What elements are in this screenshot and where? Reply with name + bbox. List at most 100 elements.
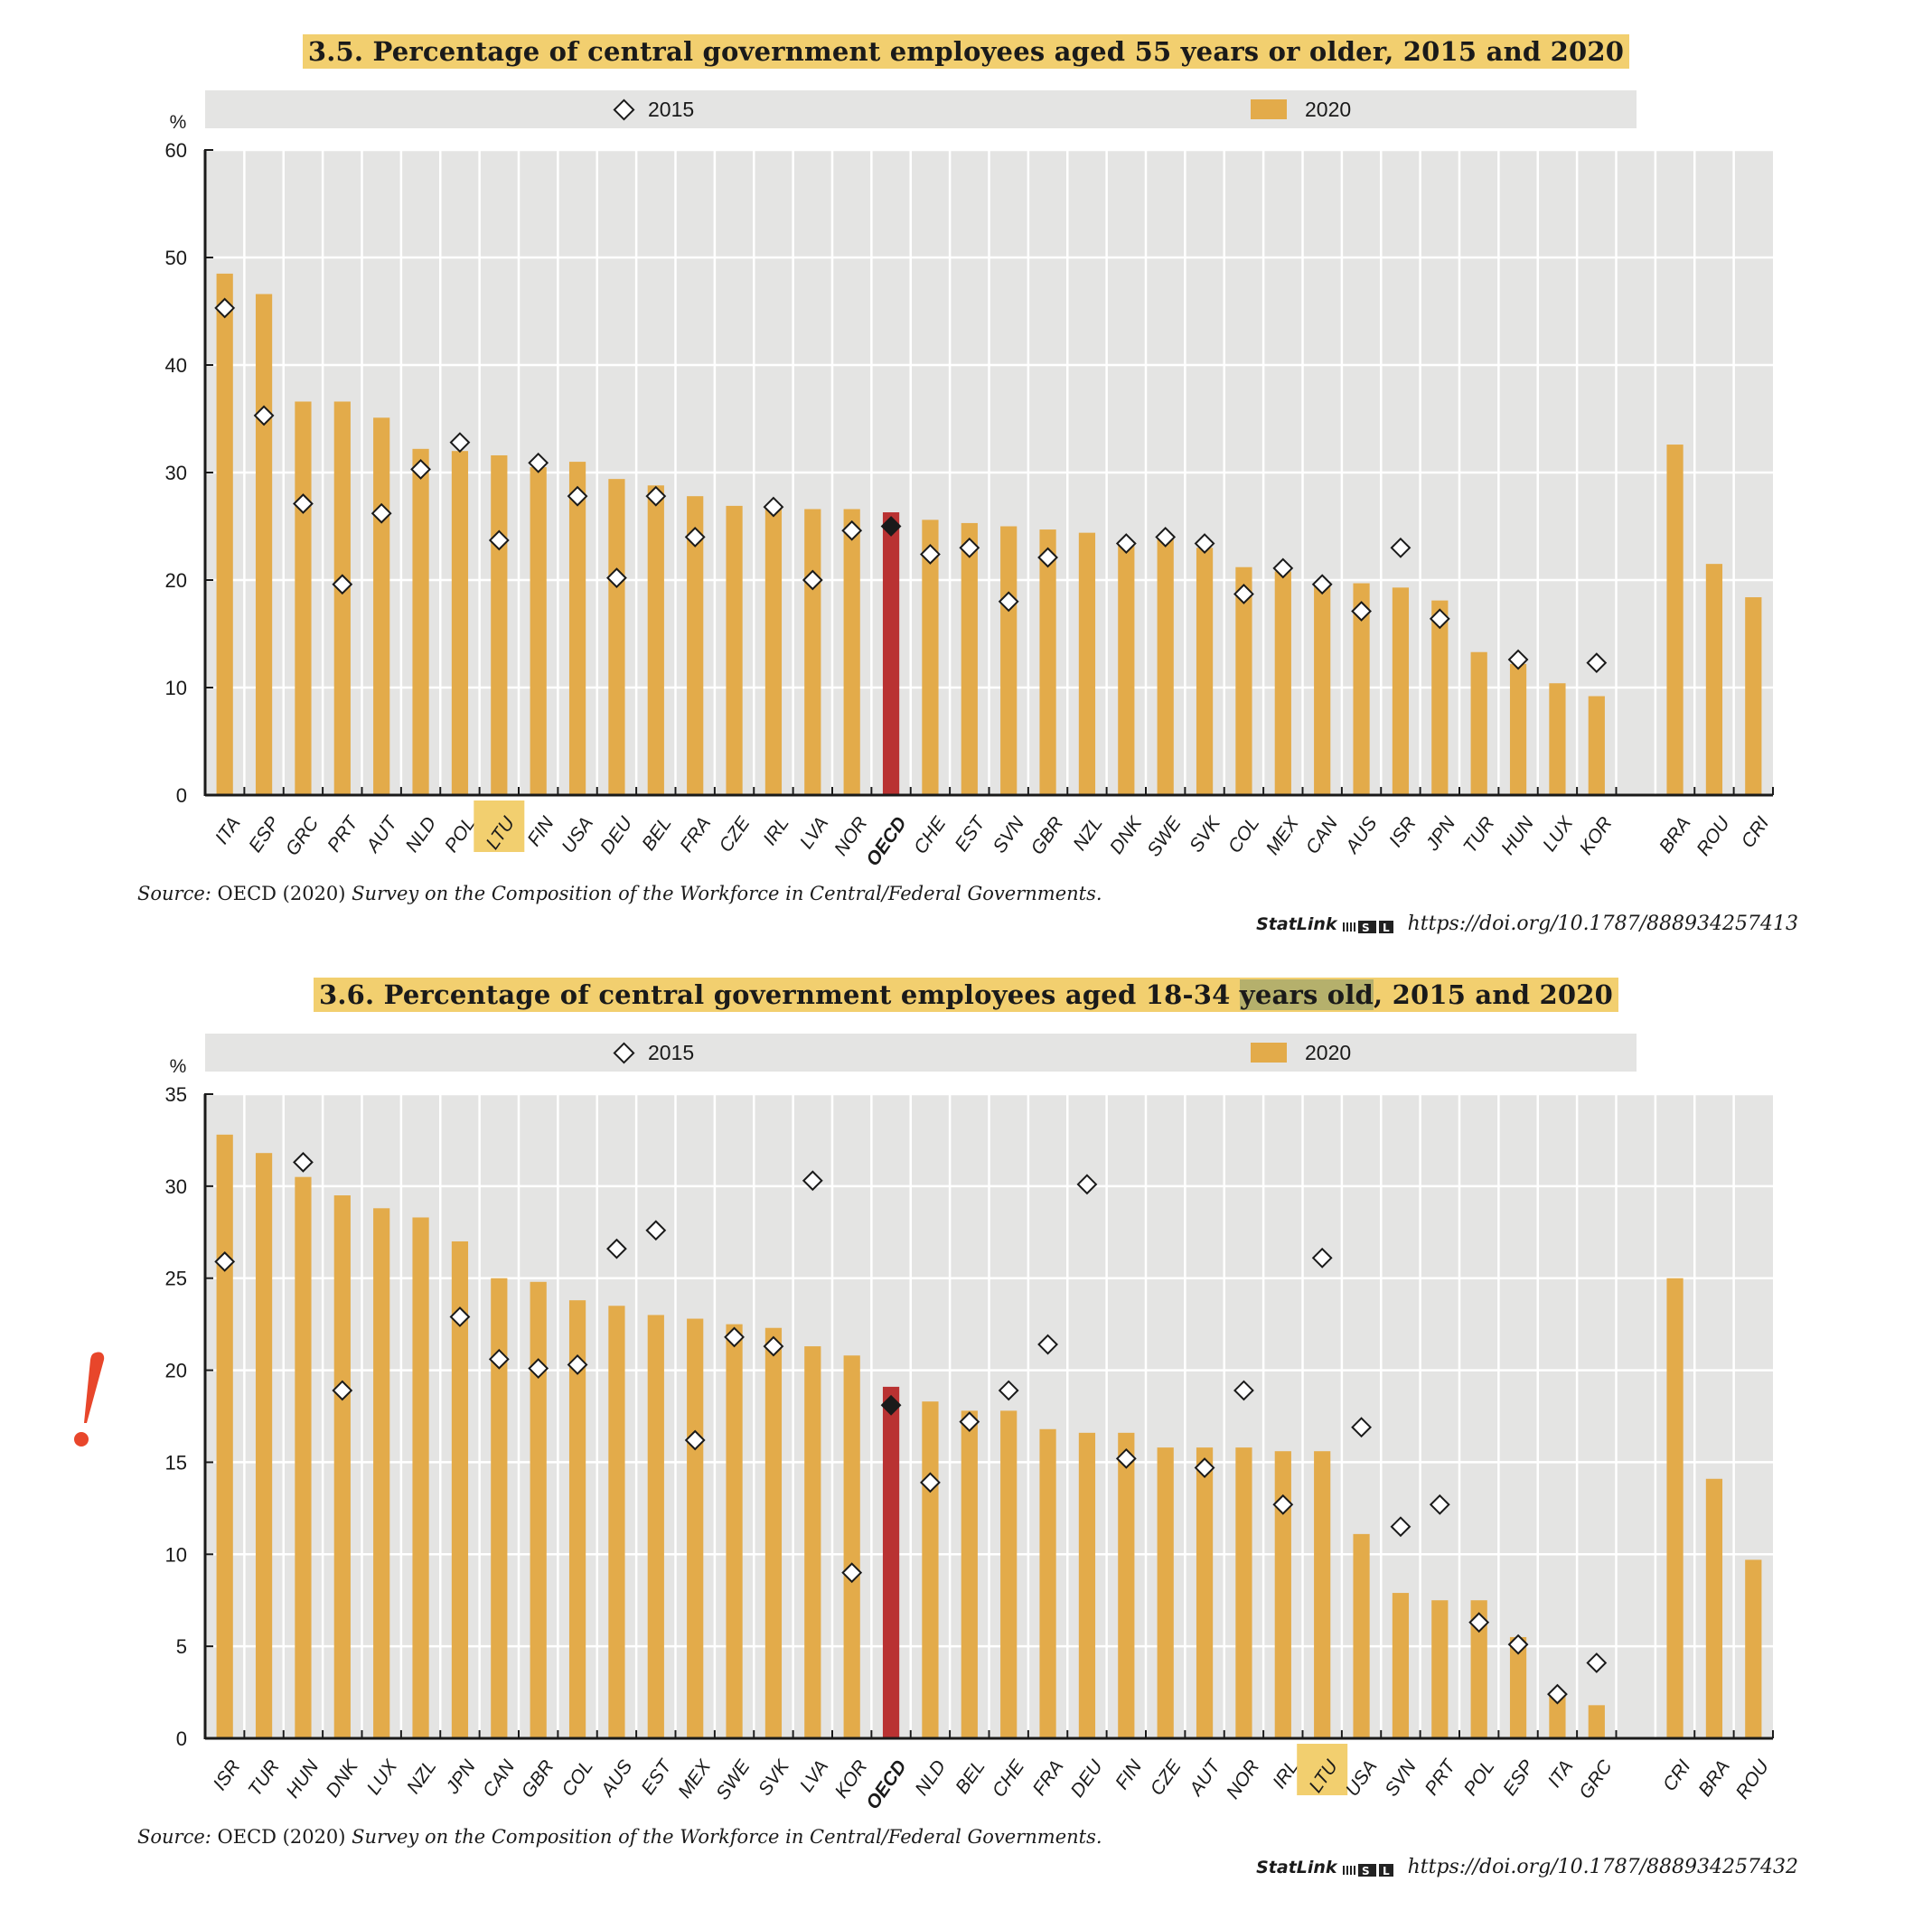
x-tick-label: CAN [1302,812,1343,857]
bar-2020 [530,467,547,795]
marker-2015 [488,529,510,551]
statlink-url[interactable]: https://doi.org/10.1787/888934257432 [1407,1856,1798,1878]
y-tick-label: 15 [165,1451,187,1474]
marker-2015 [1076,1174,1098,1195]
bar-2020 [1314,1451,1331,1738]
legend-item-2015: 2015 [613,1034,694,1072]
marker-2015 [253,405,275,426]
marker-2015 [1272,1493,1294,1515]
x-tick-label: USA [1342,1756,1382,1801]
chart2-legend: 2015 2020 [205,1034,1637,1072]
bar-2020 [451,1241,469,1738]
x-tick-label: FIN [523,812,558,850]
x-tick-label: CZE [716,812,755,856]
bar-2020 [1431,600,1449,795]
marker-2015 [920,544,941,565]
bar-2020 [764,505,783,795]
y-tick-label: 30 [165,462,187,484]
x-tick-label: TUR [244,1756,284,1801]
x-tick-label: ITA [1544,1756,1578,1792]
x-tick-label: CHE [989,1756,1029,1801]
marker-2015 [449,1306,471,1327]
x-tick-label: CAN [479,1756,520,1801]
bar-2020 [295,1176,312,1738]
y-tick-label: 0 [176,1727,187,1750]
marker-oecd-2015 [880,1394,902,1416]
bar-2020 [491,1278,508,1738]
marker-2015 [332,574,353,595]
bar-2020 [1196,1447,1214,1738]
x-tick-label: USA [558,813,597,857]
bar-2020 [1392,587,1410,795]
marker-2015 [920,1472,941,1493]
marker-2015 [1311,574,1333,595]
x-tick-label: FIN [1111,1756,1147,1793]
marker-2015 [684,1429,706,1451]
bar-2020 [843,1355,860,1738]
legend-item-2020: 2020 [1251,90,1351,128]
bar-2020 [804,1346,821,1738]
x-tick-label: HUN [282,1756,323,1802]
bar-2020 [491,454,508,795]
bar-2020 [1509,663,1527,795]
bar-2020 [1000,1410,1018,1738]
svg-text:S: S [1362,1865,1370,1877]
bar-2020 [373,417,390,795]
x-tick-label: OECD [862,813,911,867]
bar-2020 [333,401,351,795]
x-tick-label: GRC [282,812,324,859]
marker-2015 [1037,547,1058,568]
bar-2020 [412,448,429,795]
bar-2020 [1353,1533,1370,1738]
marker-2015 [684,526,706,548]
x-tick-label: MEX [674,1756,716,1802]
marker-2015 [645,1220,667,1241]
bar-2020 [1549,683,1566,795]
marker-2015 [214,297,236,319]
marker-2015 [214,1250,236,1272]
marker-2015 [332,1380,353,1401]
bar-swatch-icon [1251,99,1287,119]
statlink-url[interactable]: https://doi.org/10.1787/888934257413 [1407,913,1798,935]
x-tick-label: ITA [211,813,245,848]
x-tick-label: NZL [403,1756,441,1798]
marker-2015 [528,1358,549,1379]
chart1-title-wrap: 3.5. Percentage of central government em… [0,34,1932,69]
marker-2015 [998,1380,1019,1401]
x-tick-label: DNK [322,1756,362,1801]
marker-2015 [370,502,392,524]
x-tick-label: SVN [1381,1756,1421,1800]
x-tick-label: DNK [1106,812,1147,857]
marker-2015 [645,485,667,507]
bar-2020 [1745,1559,1762,1738]
bar-swatch-icon [1251,1043,1287,1063]
x-tick-label: GBR [1027,813,1068,858]
marker-2015 [1507,1634,1529,1655]
svg-text:L: L [1383,922,1390,934]
bar-2020 [1353,583,1370,795]
x-tick-label: ROU [1732,1756,1774,1802]
svg-text:S: S [1362,922,1370,934]
marker-2015 [959,537,980,558]
x-tick-label: KOR [1576,813,1617,858]
marker-2015 [998,591,1019,613]
x-tick-label: FRA [676,813,715,857]
x-tick-label: DEU [1067,1756,1108,1801]
x-tick-label: BEL [952,1756,989,1798]
bar-2020 [1078,532,1096,795]
y-tick-label: 10 [165,1543,187,1566]
bar-2020 [1705,564,1723,795]
marker-2015 [802,569,823,591]
bar-2020 [216,1134,233,1738]
y-tick-label: 5 [176,1635,187,1658]
bar-2020 [255,294,273,796]
bar-2020 [726,505,743,795]
x-tick-label: EST [951,811,990,855]
bar-2020 [1470,651,1487,795]
bar-2020 [961,522,978,795]
x-tick-label: BRA [1655,813,1695,857]
marker-2015 [606,1238,627,1259]
